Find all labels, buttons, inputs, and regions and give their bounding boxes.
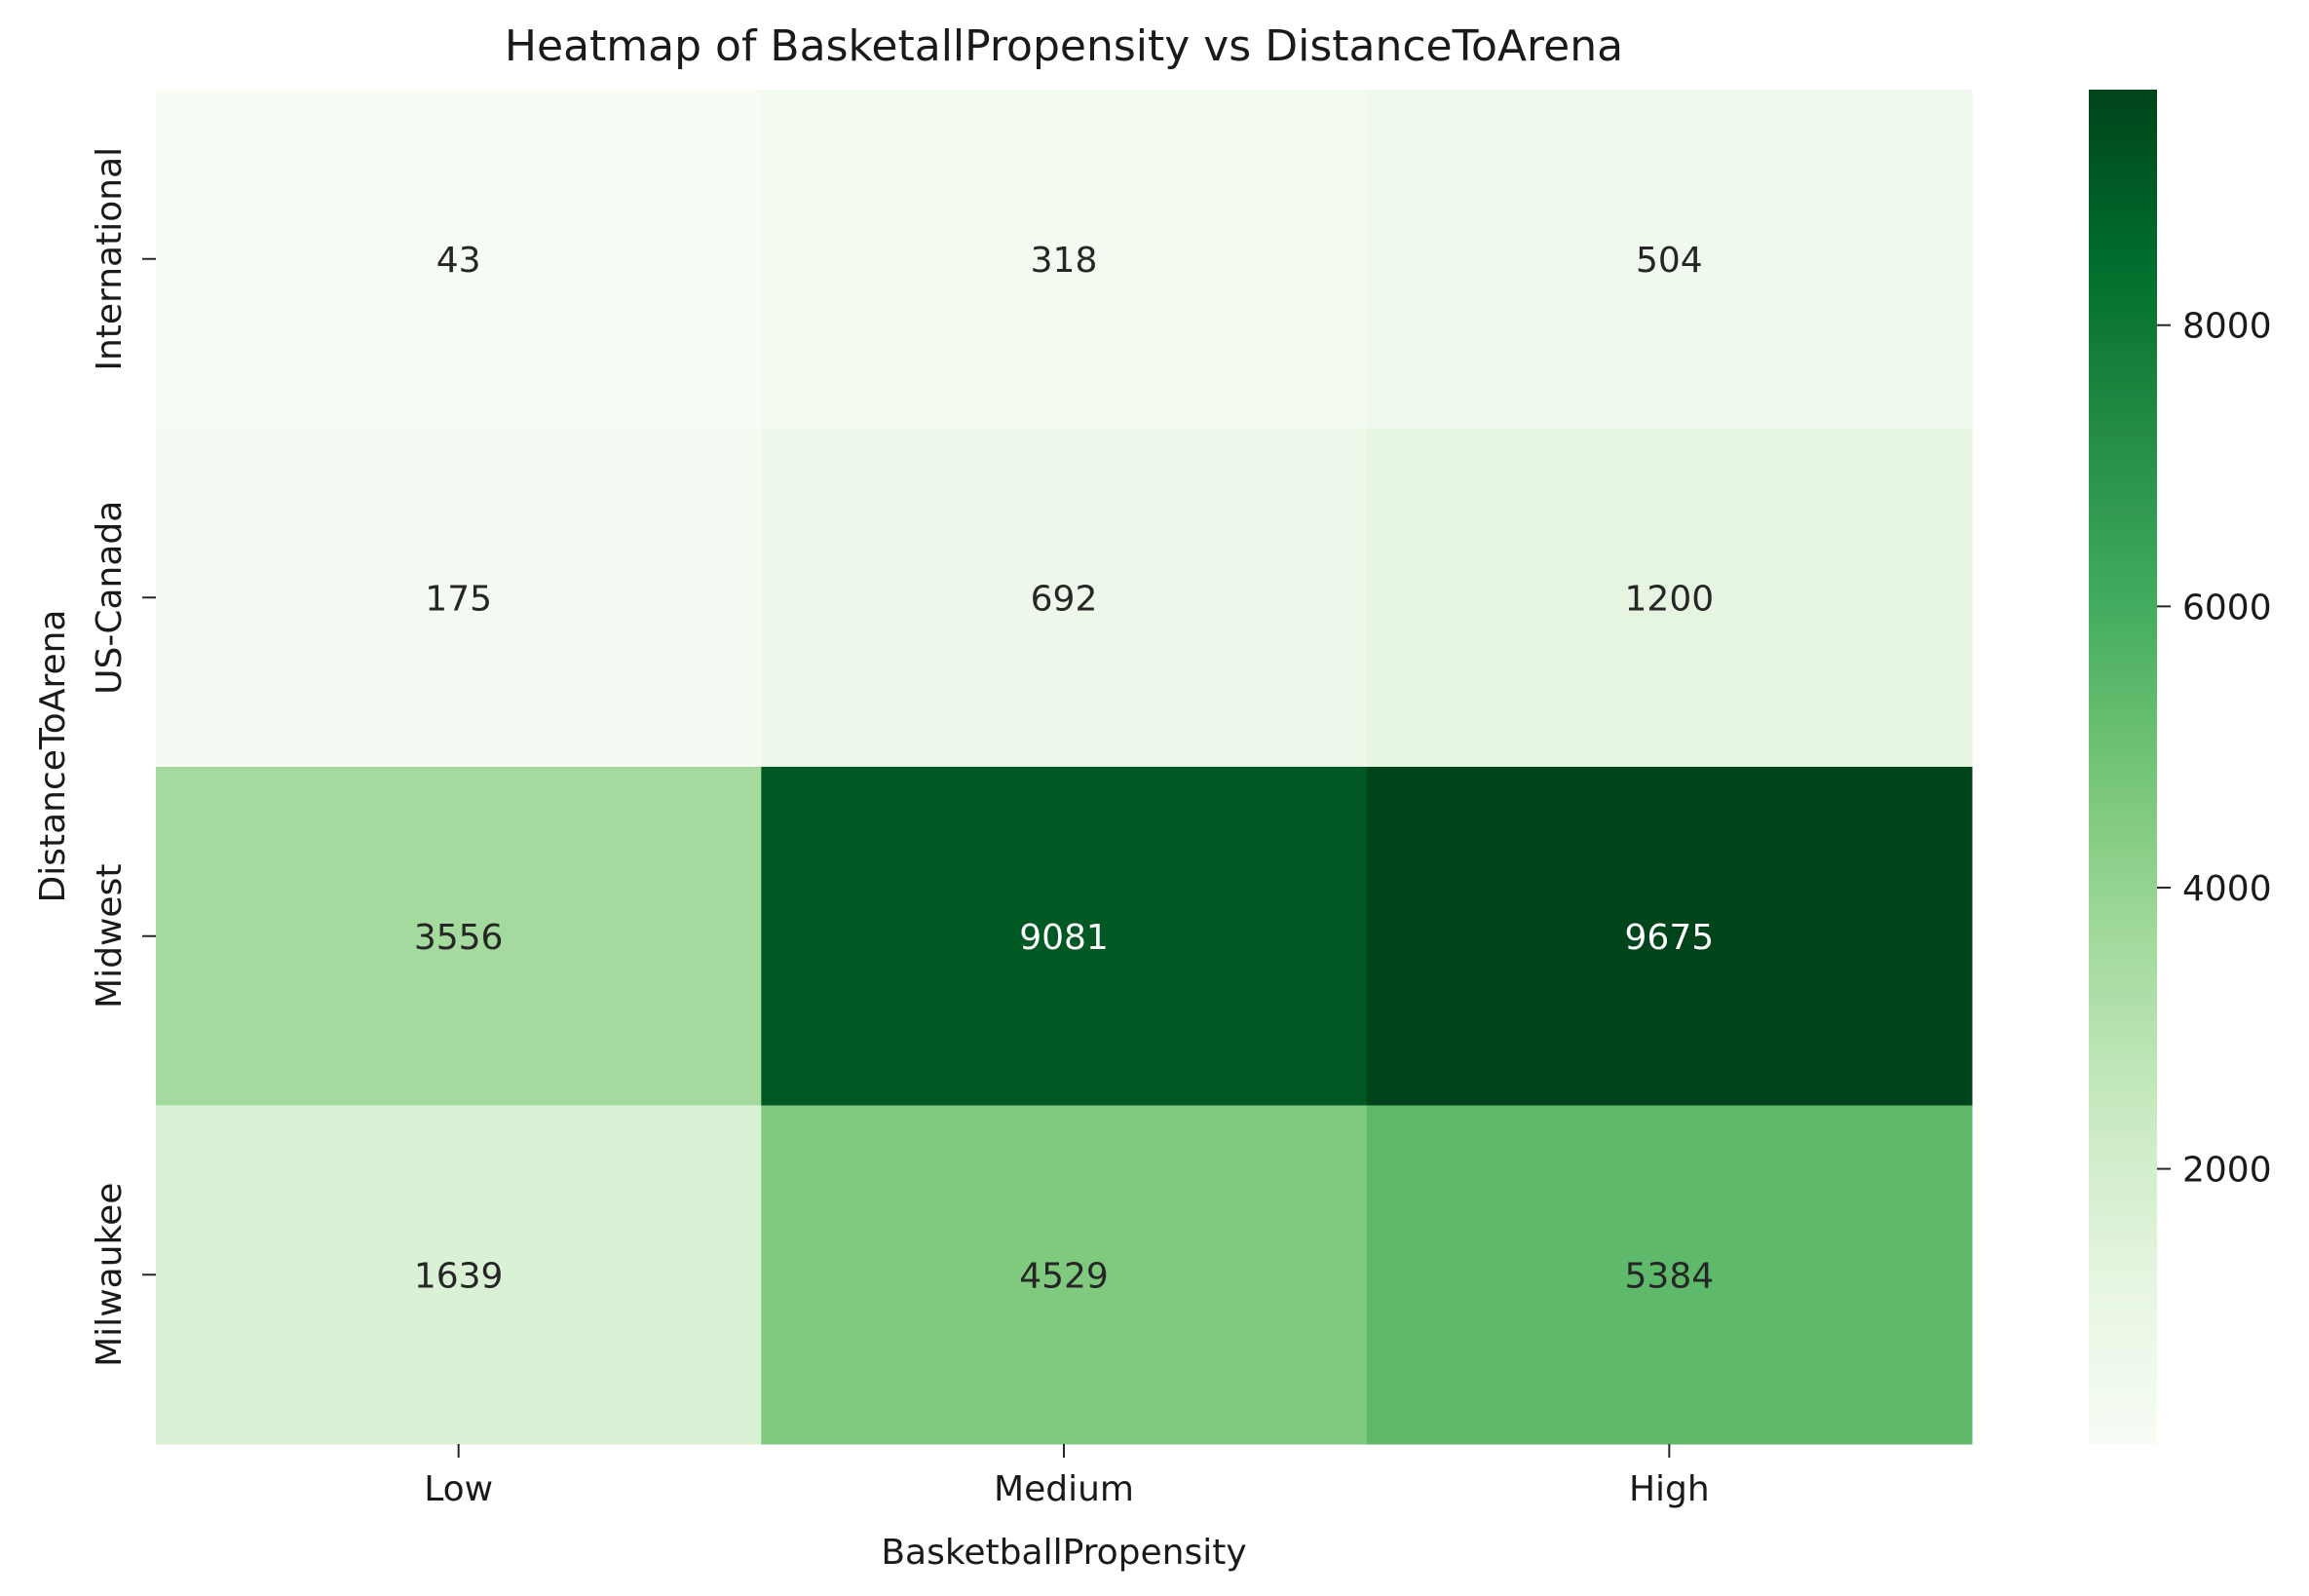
colorbar [2089,90,2157,1444]
cell-value-label: 504 [1636,241,1703,281]
heatmap-cell [1366,767,1973,1106]
cell-value-label: 43 [436,241,481,281]
heatmap-cell [761,767,1368,1106]
x-tick-label: High [1629,1469,1710,1509]
cell-value-label: 3556 [414,918,504,958]
heatmap-cell [1366,428,1973,768]
heatmap-cell [1366,90,1973,429]
y-tick-label: Milwaukee [90,1183,130,1367]
heatmap-cell [156,767,762,1106]
x-axis-label: BasketballPropensity [881,1533,1246,1573]
y-tick-label: Midwest [90,864,130,1008]
heatmap-cell [156,1105,762,1445]
cell-value-label: 1200 [1625,579,1715,619]
colorbar-tick-label: 4000 [2182,869,2272,909]
heatmap-cell [761,428,1368,768]
colorbar-tick-label: 8000 [2182,307,2272,347]
x-tick-label: Low [424,1469,493,1509]
heatmap-cell [1366,1105,1973,1445]
colorbar-tick-label: 6000 [2182,588,2272,627]
cell-value-label: 692 [1031,579,1098,619]
cell-value-label: 9081 [1019,918,1109,958]
heatmap-cells [156,90,1973,1445]
colorbar-tick-label: 2000 [2182,1151,2272,1191]
cell-value-label: 318 [1031,241,1098,281]
heatmap-cell [761,90,1368,429]
x-axis: Low Medium High [424,1444,1710,1509]
cell-value-label: 1639 [414,1256,504,1296]
x-tick-label: Medium [994,1469,1134,1509]
y-axis: International US-Canada Midwest Milwaukee [90,147,156,1367]
colorbar-ticks: 2000 4000 6000 8000 [2157,307,2272,1191]
y-tick-label: US-Canada [90,501,130,695]
cell-value-label: 4529 [1019,1256,1109,1296]
heatmap-cell [761,1105,1368,1445]
y-tick-label: International [90,147,130,371]
heatmap-cell-labels: 43 318 504 175 692 1200 3556 9081 9675 1639 4529 53… [414,241,1714,1297]
cell-value-label: 175 [425,579,492,619]
cell-value-label: 5384 [1625,1256,1715,1296]
y-axis-label: DistanceToArena [33,610,73,903]
chart-title: Heatmap of BasketallPropensity vs Distan… [505,21,1623,71]
cell-value-label: 9675 [1625,918,1715,958]
heatmap-cell [156,90,762,429]
heatmap-cell [156,428,762,768]
